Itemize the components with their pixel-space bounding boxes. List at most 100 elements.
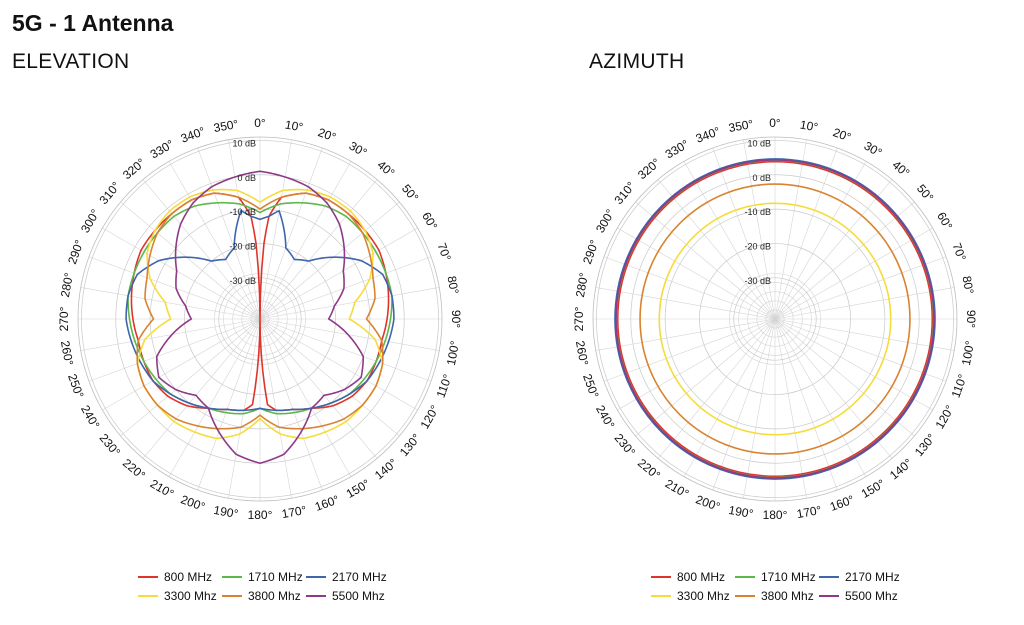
elevation-ring [218, 277, 302, 361]
azimuth-angle-label: 110° [949, 372, 970, 399]
azimuth-angle-label: 270° [572, 306, 586, 331]
elevation-series-line [155, 170, 365, 465]
azimuth-spoke [774, 318, 955, 351]
azimuth-legend-swatch [819, 594, 839, 597]
azimuth-ring-label: -10 dB [744, 207, 771, 217]
azimuth-angle-label: 170° [796, 503, 823, 521]
elevation-legend-swatch [222, 594, 242, 597]
azimuth-angle-label: 240° [593, 403, 618, 432]
azimuth-spoke [774, 318, 933, 411]
azimuth-angle-label: 120° [932, 403, 957, 432]
azimuth-spoke [595, 318, 776, 351]
elevation-legend-swatch [306, 575, 326, 578]
azimuth-legend-label: 800 MHz [677, 569, 726, 584]
azimuth-series-line [615, 159, 935, 479]
elevation-legend-label: 800 MHz [164, 569, 213, 584]
elevation-legend-item: 2170 MHz [306, 569, 390, 584]
elevation-angle-label: 70° [434, 241, 453, 263]
azimuth-legend-swatch [735, 594, 755, 597]
azimuth-angle-label: 200° [694, 492, 722, 514]
azimuth-angle-label: 220° [635, 456, 663, 483]
azimuth-spoke [774, 201, 915, 320]
elevation-spoke [142, 318, 261, 459]
elevation-legend-label: 1710 MHz [248, 569, 303, 584]
elevation-angle-label: 80° [445, 275, 462, 295]
elevation-outer-ring [77, 136, 443, 502]
elevation-ring-label: 0 dB [237, 173, 256, 183]
azimuth-spoke [595, 287, 776, 320]
azimuth-angle-label: 150° [859, 476, 888, 501]
elevation-spoke [259, 256, 432, 320]
elevation-spoke [102, 318, 261, 411]
elevation-ring-labels: 10 dB 0 dB -10 dB -20 dB -30 dB [229, 138, 256, 285]
elevation-legend-swatch [138, 575, 158, 578]
azimuth-angle-label: 30° [862, 139, 885, 160]
elevation-ring-label: 10 dB [232, 138, 256, 148]
azimuth-spoke [617, 318, 776, 411]
azimuth-spoke [683, 318, 776, 477]
azimuth-ring [733, 277, 817, 361]
azimuth-ring [596, 140, 954, 498]
azimuth-ring-label: 10 dB [747, 138, 771, 148]
azimuth-series-line [614, 158, 936, 480]
azimuth-ring-label: 0 dB [752, 173, 771, 183]
azimuth-ring-label: -20 dB [744, 241, 771, 251]
elevation-angle-label: 280° [58, 271, 76, 298]
elevation-angle-label: 180° [248, 508, 273, 522]
elevation-spoke [259, 318, 418, 411]
azimuth-spoke [683, 161, 776, 320]
elevation-legend-item: 3800 Mhz [222, 588, 306, 603]
elevation-inner-ring [223, 282, 297, 356]
azimuth-angle-label: 100° [959, 339, 977, 366]
azimuth-legend-label: 2170 MHz [845, 569, 900, 584]
azimuth-ring [699, 243, 851, 395]
azimuth-ring [630, 174, 920, 464]
elevation-angle-label: 10° [284, 118, 304, 135]
elevation-ring-label: -10 dB [229, 207, 256, 217]
azimuth-angle-label: 250° [580, 372, 602, 400]
azimuth-legend-label: 5500 Mhz [845, 588, 898, 603]
azimuth-inner-ring [756, 300, 794, 338]
elevation-series-line [125, 209, 395, 412]
azimuth-spoke [635, 201, 776, 320]
elevation-angle-label: 100° [444, 339, 462, 366]
azimuth-ring-label: -30 dB [744, 276, 771, 286]
elevation-spoke [259, 318, 323, 491]
azimuth-spoke [774, 318, 807, 499]
elevation-legend-swatch [306, 594, 326, 597]
azimuth-angle-label: 350° [728, 117, 755, 135]
elevation-spoke [259, 318, 432, 382]
elevation-spoke [259, 318, 440, 351]
azimuth-spoke [657, 179, 776, 320]
elevation-angle-label: 190° [213, 503, 240, 521]
azimuth-spoke [712, 147, 776, 320]
elevation-spoke [197, 147, 261, 320]
azimuth-angle-label: 300° [593, 207, 618, 236]
azimuth-angle-label: 80° [960, 275, 977, 295]
azimuth-angle-label: 40° [890, 158, 913, 181]
elevation-ring-label: -20 dB [229, 241, 256, 251]
azimuth-spoke [774, 318, 893, 459]
elevation-legend-swatch [222, 575, 242, 578]
azimuth-spoke [635, 318, 776, 437]
elevation-spoke [120, 318, 261, 437]
elevation-angle-label: 0° [254, 116, 266, 130]
azimuth-spoke [774, 161, 867, 320]
azimuth-angle-label: 50° [914, 182, 937, 205]
elevation-spoke [259, 201, 400, 320]
azimuth-angle-label: 0° [769, 116, 781, 130]
azimuth-ring [664, 208, 886, 430]
elevation-spoke [259, 147, 323, 320]
azimuth-legend-item: 3300 Mhz [651, 588, 735, 603]
azimuth-ring-labels: 10 dB 0 dB -10 dB -20 dB -30 dB [744, 138, 771, 285]
elevation-spoke [259, 139, 292, 320]
azimuth-angle-label: 230° [612, 431, 639, 459]
elevation-series-line [130, 192, 390, 412]
elevation-subtitle: ELEVATION [12, 50, 130, 73]
azimuth-legend-label: 3800 Mhz [761, 588, 814, 603]
elevation-spoke [259, 318, 352, 477]
azimuth-angle-label: 330° [663, 137, 692, 162]
elevation-angle-label: 20° [316, 125, 338, 144]
azimuth-angle-label: 20° [831, 125, 853, 144]
elevation-spoke [142, 179, 261, 320]
